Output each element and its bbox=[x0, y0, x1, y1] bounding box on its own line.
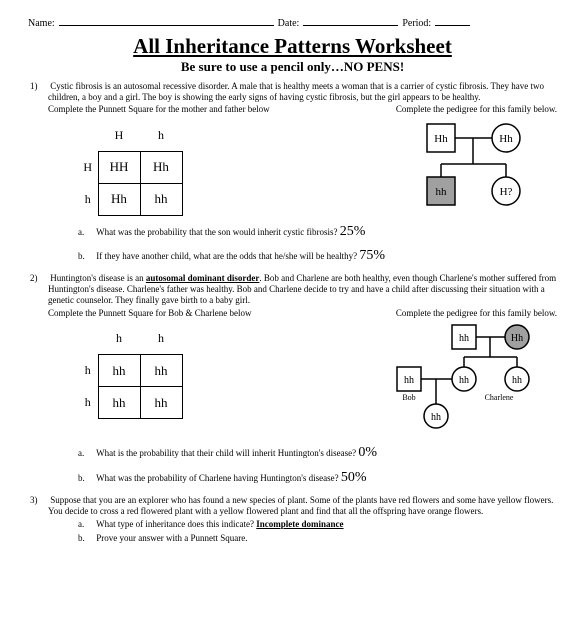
q1-row-h1: H bbox=[78, 151, 98, 183]
q1-col-h1: H bbox=[98, 119, 140, 151]
date-label: Date: bbox=[278, 18, 300, 30]
page-title: All Inheritance Patterns Worksheet bbox=[28, 34, 557, 59]
svg-text:hh: hh bbox=[512, 375, 522, 386]
q2-bob-label: Bob bbox=[402, 393, 415, 402]
q1-number: 1) bbox=[30, 81, 48, 92]
q2a-lbl: a. bbox=[78, 448, 94, 459]
q1b-text: If they have another child, what are the… bbox=[96, 251, 357, 261]
q1-sub-a: a. What was the probability that the son… bbox=[78, 224, 557, 241]
header-fields: Name: Date: Period: bbox=[28, 18, 557, 30]
q1-instr-right: Complete the pedigree for this family be… bbox=[396, 104, 557, 115]
q1-cell-00: HH bbox=[98, 151, 140, 183]
q2-col-h1: h bbox=[98, 322, 140, 354]
q1-ped-daughter: H? bbox=[500, 186, 513, 198]
q1a-answer: 25% bbox=[340, 224, 366, 239]
q3a-text: What type of inheritance does this indic… bbox=[96, 519, 254, 529]
period-label: Period: bbox=[402, 18, 431, 30]
q1b-lbl: b. bbox=[78, 251, 94, 262]
q1-pedigree: Hh Hh hh H? bbox=[397, 119, 557, 214]
q2-ped-bob: hh bbox=[404, 375, 414, 386]
date-blank[interactable] bbox=[303, 25, 398, 26]
q2-col-h2: h bbox=[140, 322, 182, 354]
q2-row-h1: h bbox=[78, 354, 98, 386]
q3a-lbl: a. bbox=[78, 519, 94, 530]
q1-text: Cystic fibrosis is an autosomal recessiv… bbox=[48, 81, 544, 102]
q3b-text: Prove your answer with a Punnett Square. bbox=[96, 533, 247, 543]
q3-number: 3) bbox=[30, 495, 48, 506]
question-3: 3) Suppose that you are an explorer who … bbox=[48, 495, 557, 544]
q1a-lbl: a. bbox=[78, 227, 94, 238]
q3-sub-b: b. Prove your answer with a Punnett Squa… bbox=[78, 533, 557, 544]
q2-charlene-label: Charlene bbox=[485, 393, 514, 402]
question-1: 1) Cystic fibrosis is an autosomal reces… bbox=[48, 81, 557, 265]
q2-ped-gpf: hh bbox=[459, 333, 469, 344]
q1-instr-left: Complete the Punnett Square for the moth… bbox=[48, 104, 270, 115]
q2-row-h2: h bbox=[78, 386, 98, 418]
q1-cell-11: hh bbox=[140, 183, 182, 215]
q2-cell-01: hh bbox=[140, 354, 182, 386]
q2-punnett: hh hhhhh hhhhh bbox=[78, 322, 183, 419]
name-blank[interactable] bbox=[59, 25, 274, 26]
q1-ped-father: Hh bbox=[434, 133, 448, 145]
q3b-lbl: b. bbox=[78, 533, 94, 544]
q2-cell-11: hh bbox=[140, 386, 182, 418]
page-subtitle: Be sure to use a pencil only…NO PENS! bbox=[28, 59, 557, 75]
q1-cell-01: Hh bbox=[140, 151, 182, 183]
q2-term: autosomal dominant disorder bbox=[146, 273, 260, 283]
q2b-answer: 50% bbox=[341, 470, 367, 485]
q2-instr-right: Complete the pedigree for this family be… bbox=[396, 308, 557, 319]
q1-ped-mother: Hh bbox=[499, 133, 513, 145]
q2-pedigree: hh Hh hh Bob hh hh Charlene hh bbox=[377, 322, 557, 437]
q1-cell-10: Hh bbox=[98, 183, 140, 215]
q2-sub-a: a. What is the probability that their ch… bbox=[78, 445, 557, 462]
q2-text: Huntington's disease is an autosomal dom… bbox=[48, 273, 556, 305]
q1-sub-b: b. If they have another child, what are … bbox=[78, 248, 557, 265]
q1a-text: What was the probability that the son wo… bbox=[96, 227, 337, 237]
q2-pre: Huntington's disease is an bbox=[50, 273, 146, 283]
q1-ped-son: hh bbox=[436, 186, 448, 198]
name-label: Name: bbox=[28, 18, 55, 30]
q2-ped-child: hh bbox=[431, 412, 441, 423]
q2-ped-gpm: Hh bbox=[511, 333, 523, 344]
q1b-answer: 75% bbox=[359, 248, 385, 263]
q2-sub-b: b. What was the probability of Charlene … bbox=[78, 470, 557, 487]
period-blank[interactable] bbox=[435, 25, 470, 26]
q2b-text: What was the probability of Charlene hav… bbox=[96, 473, 339, 483]
q2-ped-charlene: hh bbox=[459, 375, 469, 386]
q3-text: Suppose that you are an explorer who has… bbox=[48, 495, 553, 516]
q2-cell-10: hh bbox=[98, 386, 140, 418]
q2-cell-00: hh bbox=[98, 354, 140, 386]
q2a-text: What is the probability that their child… bbox=[96, 448, 356, 458]
q1-punnett: Hh HHHHh hHhhh bbox=[78, 119, 183, 216]
q1-col-h2: h bbox=[140, 119, 182, 151]
q2b-lbl: b. bbox=[78, 473, 94, 484]
q3-sub-a: a. What type of inheritance does this in… bbox=[78, 519, 557, 530]
question-2: 2) Huntington's disease is an autosomal … bbox=[48, 273, 557, 487]
q1-row-h2: h bbox=[78, 183, 98, 215]
q2-instr-left: Complete the Punnett Square for Bob & Ch… bbox=[48, 308, 251, 319]
q3a-answer: Incomplete dominance bbox=[256, 519, 343, 529]
q2-number: 2) bbox=[30, 273, 48, 284]
q2a-answer: 0% bbox=[358, 445, 377, 460]
